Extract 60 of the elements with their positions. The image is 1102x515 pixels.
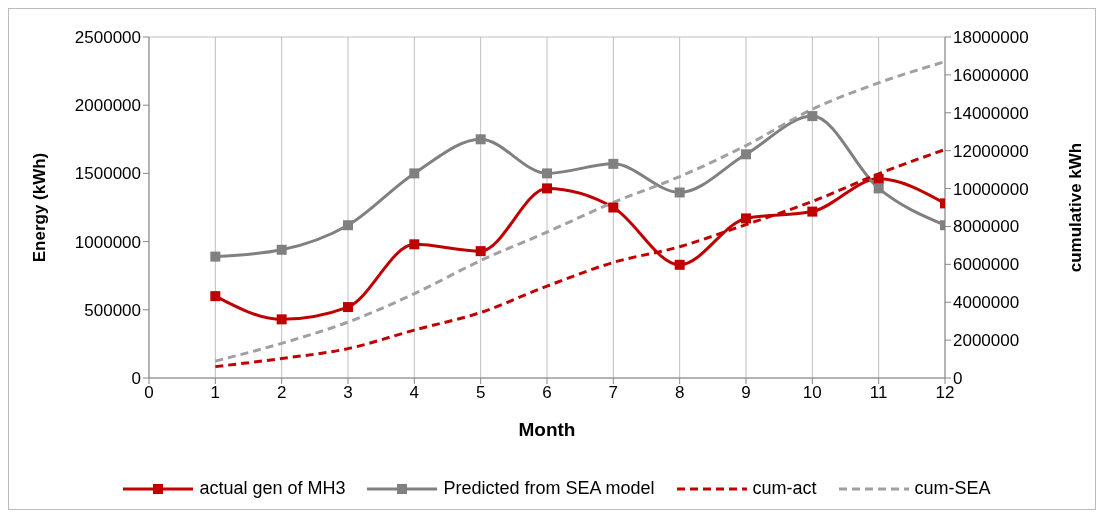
y2-tick-label: 6000000 [953,255,1020,275]
point [210,291,221,302]
x-tick-label: 0 [144,383,154,403]
x-tick-label: 7 [608,383,619,403]
y2-tick-label: 16000000 [953,65,1029,85]
point [741,213,751,224]
legend-label: cum-act [752,478,817,499]
y2-tick-label: 0 [953,369,963,389]
line-series [213,148,945,369]
point [343,220,353,231]
legend-label: actual gen of MH3 [199,478,346,499]
y2-tick-label: 4000000 [953,293,1020,313]
point [409,239,420,250]
point [674,187,685,198]
legend-label: Predicted from SEA model [443,478,655,499]
x-tick-label: 3 [343,383,353,403]
x-axis-title: Month [518,419,576,440]
point [542,168,552,179]
y-axis-title: Energy (kWh) [30,152,50,263]
x-tick-label: 11 [869,383,888,403]
x-tick-label: 8 [674,383,685,403]
point [276,244,287,255]
x-tick-label: 9 [741,383,751,403]
point [608,202,619,213]
y-tick-label: 500000 [84,300,141,320]
y-tick-label: 2000000 [74,96,141,116]
y-tick-label: 1000000 [74,232,141,252]
point [475,134,486,145]
x-tick-label: 12 [935,383,955,403]
y2-tick-label: 8000000 [953,217,1020,237]
y2-tick-label: 2000000 [953,331,1020,351]
point [873,173,884,184]
point [674,259,685,270]
x-tick-label: 5 [475,383,486,403]
y2-axis-title: cumulative kWh [1066,142,1086,273]
y2-tick-label: 18000000 [953,28,1029,48]
point [807,111,818,122]
point [475,246,486,257]
x-tick-label: 4 [409,383,420,403]
point [276,314,287,325]
point [210,251,221,262]
y2-tick-label: 10000000 [953,179,1029,199]
point [409,168,420,179]
x-tick-label: 1 [210,383,221,403]
point [807,206,818,217]
point [741,149,751,160]
x-tick-label: 6 [542,383,552,403]
y-tick-label: 1500000 [74,164,141,184]
y-tick-label: 0 [131,369,141,389]
y-tick-label: 2500000 [74,28,141,48]
point [608,158,619,169]
point [343,302,353,313]
y2-tick-label: 14000000 [953,103,1029,123]
line-series [213,60,945,363]
x-tick-label: 2 [276,383,287,403]
point [542,183,552,194]
point [873,183,884,194]
x-tick-label: 10 [802,383,822,403]
legend-label: cum-SEA [914,478,991,499]
y2-tick-label: 12000000 [953,141,1029,161]
